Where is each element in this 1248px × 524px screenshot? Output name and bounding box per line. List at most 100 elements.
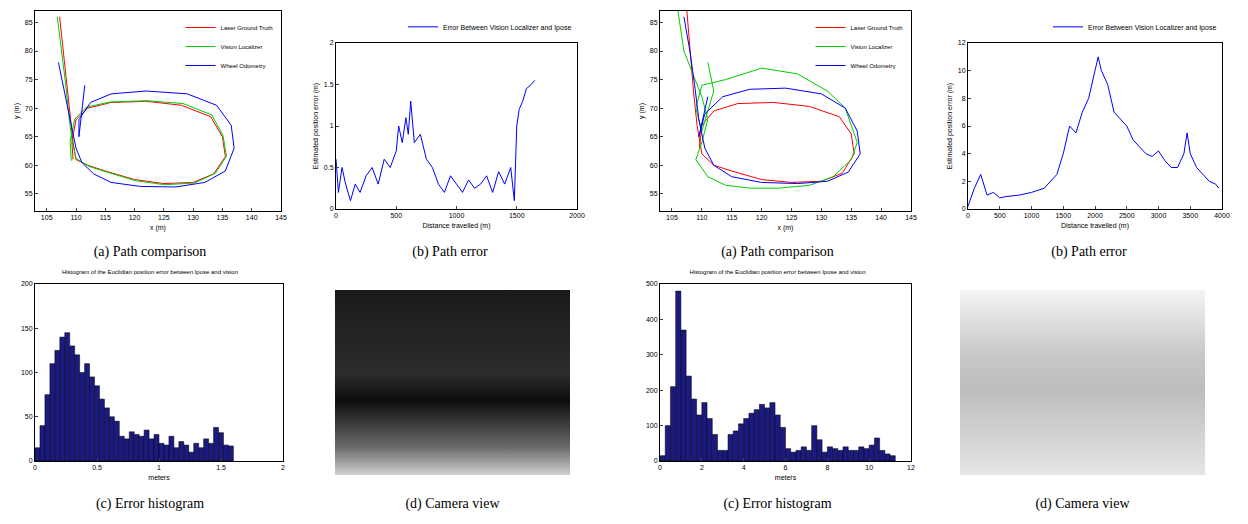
svg-text:125: 125 <box>158 214 170 221</box>
svg-text:2500: 2500 <box>1119 212 1135 219</box>
svg-text:200: 200 <box>21 280 33 287</box>
svg-text:85: 85 <box>650 19 658 26</box>
svg-text:4: 4 <box>962 150 966 157</box>
svg-text:1: 1 <box>330 122 334 129</box>
svg-text:8: 8 <box>962 95 966 102</box>
svg-text:2: 2 <box>962 178 966 185</box>
svg-text:75: 75 <box>650 76 658 83</box>
svg-text:130: 130 <box>816 214 828 221</box>
svg-text:135: 135 <box>845 214 857 221</box>
svg-text:0: 0 <box>962 205 966 212</box>
svg-text:2: 2 <box>700 464 704 471</box>
svg-text:Laser Ground Truth: Laser Ground Truth <box>850 25 902 31</box>
svg-text:500: 500 <box>390 212 402 219</box>
svg-text:3000: 3000 <box>1151 212 1167 219</box>
svg-text:70: 70 <box>650 105 658 112</box>
svg-text:1.5: 1.5 <box>324 81 334 88</box>
svg-text:1000: 1000 <box>1024 212 1040 219</box>
svg-text:meters: meters <box>775 474 797 481</box>
svg-text:0: 0 <box>330 205 334 212</box>
svg-text:6: 6 <box>784 464 788 471</box>
svg-text:55: 55 <box>25 190 33 197</box>
svg-text:300: 300 <box>646 351 658 358</box>
svg-text:Histogram of the Euclidian pos: Histogram of the Euclidian position erro… <box>689 269 865 275</box>
svg-text:y (m): y (m) <box>638 103 646 119</box>
svg-text:4: 4 <box>742 464 746 471</box>
svg-text:Distance travelled (m): Distance travelled (m) <box>422 222 490 230</box>
svg-text:120: 120 <box>756 214 768 221</box>
svg-text:115: 115 <box>726 214 737 221</box>
svg-text:0.5: 0.5 <box>92 464 102 471</box>
svg-text:Estimated position error (m): Estimated position error (m) <box>312 83 320 169</box>
svg-text:115: 115 <box>100 214 111 221</box>
svg-text:500: 500 <box>994 212 1006 219</box>
svg-text:50: 50 <box>25 413 33 420</box>
svg-text:Error Between Vision Localizer: Error Between Vision Localizer and Ipose <box>1088 24 1216 32</box>
svg-text:2: 2 <box>281 464 285 471</box>
svg-text:105: 105 <box>41 214 53 221</box>
svg-text:x (m): x (m) <box>150 224 166 232</box>
svg-text:120: 120 <box>129 214 141 221</box>
svg-text:150: 150 <box>21 325 33 332</box>
svg-text:1000: 1000 <box>449 212 465 219</box>
svg-text:400: 400 <box>646 316 658 323</box>
svg-text:12: 12 <box>907 464 915 471</box>
svg-text:1500: 1500 <box>509 212 525 219</box>
svg-text:1.5: 1.5 <box>216 464 226 471</box>
svg-text:6: 6 <box>962 122 966 129</box>
svg-text:500: 500 <box>646 280 658 287</box>
svg-text:65: 65 <box>650 133 658 140</box>
svg-text:105: 105 <box>666 214 678 221</box>
svg-text:70: 70 <box>25 105 33 112</box>
svg-text:Wheel Odometry: Wheel Odometry <box>221 63 266 69</box>
svg-text:10: 10 <box>958 67 966 74</box>
svg-text:80: 80 <box>25 47 33 54</box>
svg-text:110: 110 <box>70 214 81 221</box>
svg-text:8: 8 <box>825 464 829 471</box>
svg-text:12: 12 <box>958 39 966 46</box>
svg-text:60: 60 <box>650 162 658 169</box>
svg-text:135: 135 <box>217 214 229 221</box>
svg-text:145: 145 <box>275 214 287 221</box>
svg-text:200: 200 <box>646 387 658 394</box>
svg-text:85: 85 <box>25 19 33 26</box>
svg-text:140: 140 <box>875 214 887 221</box>
svg-text:1500: 1500 <box>1055 212 1071 219</box>
svg-text:75: 75 <box>25 76 33 83</box>
svg-text:Wheel Odometry: Wheel Odometry <box>850 63 895 69</box>
svg-text:x (m): x (m) <box>778 224 794 232</box>
svg-text:125: 125 <box>786 214 798 221</box>
svg-text:Laser Ground Truth: Laser Ground Truth <box>221 25 273 31</box>
svg-text:Error Between Vision Localizer: Error Between Vision Localizer and Ipose <box>443 24 571 32</box>
svg-text:2: 2 <box>330 39 334 46</box>
svg-text:meters: meters <box>148 474 170 481</box>
svg-text:Histogram of the Euclidian pos: Histogram of the Euclidian position erro… <box>62 269 238 275</box>
svg-text:100: 100 <box>646 422 658 429</box>
svg-text:0: 0 <box>654 457 658 464</box>
svg-text:55: 55 <box>650 190 658 197</box>
svg-text:80: 80 <box>650 47 658 54</box>
svg-text:130: 130 <box>187 214 199 221</box>
svg-text:140: 140 <box>246 214 258 221</box>
svg-text:3500: 3500 <box>1182 212 1198 219</box>
svg-text:100: 100 <box>21 369 33 376</box>
svg-text:60: 60 <box>25 162 33 169</box>
svg-text:Vision Localizer: Vision Localizer <box>221 44 263 50</box>
svg-text:2000: 2000 <box>569 212 585 219</box>
svg-text:0: 0 <box>966 212 970 219</box>
svg-text:65: 65 <box>25 133 33 140</box>
svg-text:0: 0 <box>29 457 33 464</box>
svg-text:y (m): y (m) <box>13 103 21 119</box>
svg-text:110: 110 <box>696 214 707 221</box>
svg-text:0.5: 0.5 <box>324 164 334 171</box>
svg-text:1: 1 <box>157 464 161 471</box>
svg-text:0: 0 <box>334 212 338 219</box>
svg-text:Estimated position error (m): Estimated position error (m) <box>946 83 954 169</box>
svg-text:4000: 4000 <box>1214 212 1230 219</box>
svg-text:10: 10 <box>865 464 873 471</box>
svg-text:Distance travelled (m): Distance travelled (m) <box>1061 222 1129 230</box>
svg-text:0: 0 <box>33 464 37 471</box>
svg-text:0: 0 <box>658 464 662 471</box>
svg-text:2000: 2000 <box>1087 212 1103 219</box>
svg-text:145: 145 <box>905 214 917 221</box>
